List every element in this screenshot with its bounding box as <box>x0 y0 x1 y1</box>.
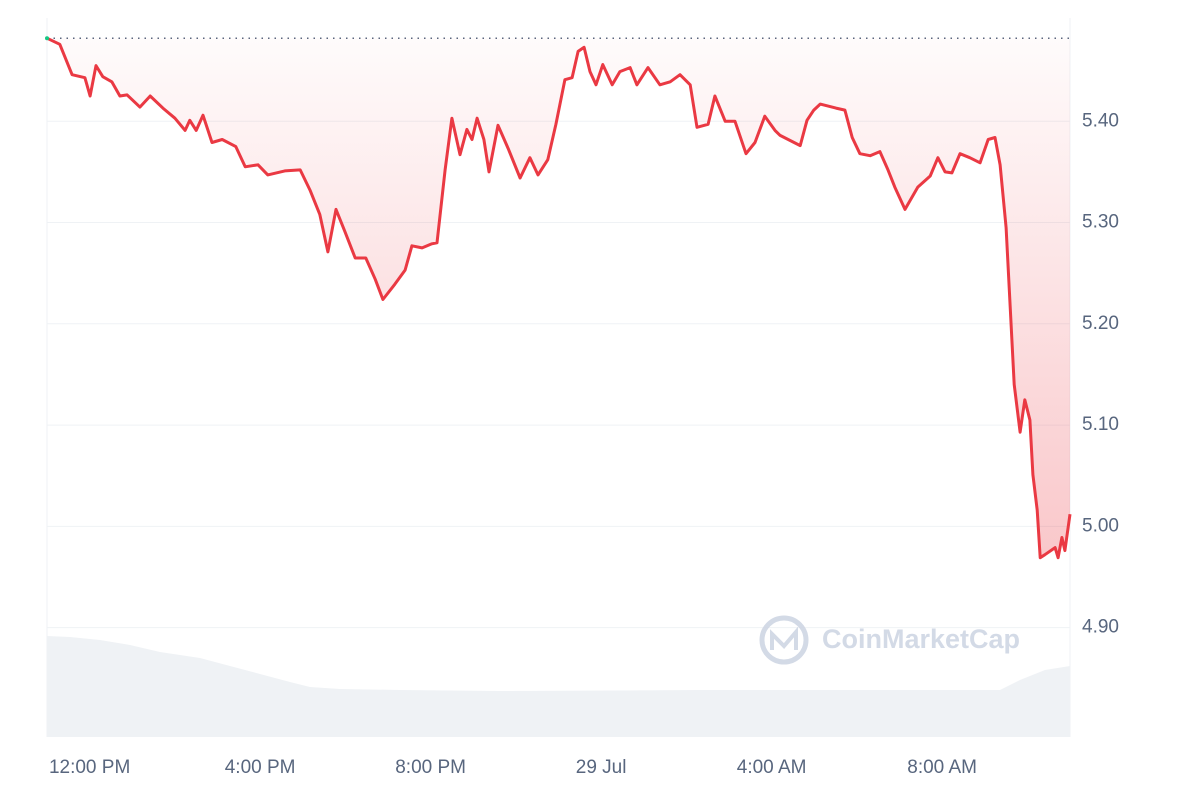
x-tick-label: 12:00 PM <box>49 757 130 778</box>
price-line <box>46 36 1072 560</box>
x-tick-label: 8:00 AM <box>907 757 977 778</box>
volume-backdrop <box>47 636 1070 737</box>
y-tick-label: 5.00 <box>1082 515 1119 536</box>
watermark: CoinMarketCap <box>759 615 1020 665</box>
y-tick-label: 5.30 <box>1082 212 1119 233</box>
y-tick-label: 5.40 <box>1082 110 1119 131</box>
plot <box>45 36 1072 560</box>
area <box>47 38 1070 558</box>
x-tick-label: 29 Jul <box>576 757 627 778</box>
y-tick-label: 4.90 <box>1082 617 1119 638</box>
start-point <box>45 36 49 41</box>
grid <box>47 120 1070 629</box>
x-tick-label: 4:00 PM <box>225 757 296 778</box>
x-tick-label: 4:00 AM <box>737 757 807 778</box>
watermark-logo-mark <box>770 626 798 650</box>
watermark-logo <box>759 615 809 665</box>
y-tick-label: 5.20 <box>1082 313 1119 334</box>
watermark-text: CoinMarketCap <box>822 624 1020 654</box>
x-tick-label: 8:00 PM <box>395 757 466 778</box>
y-tick-label: 5.10 <box>1082 414 1119 435</box>
